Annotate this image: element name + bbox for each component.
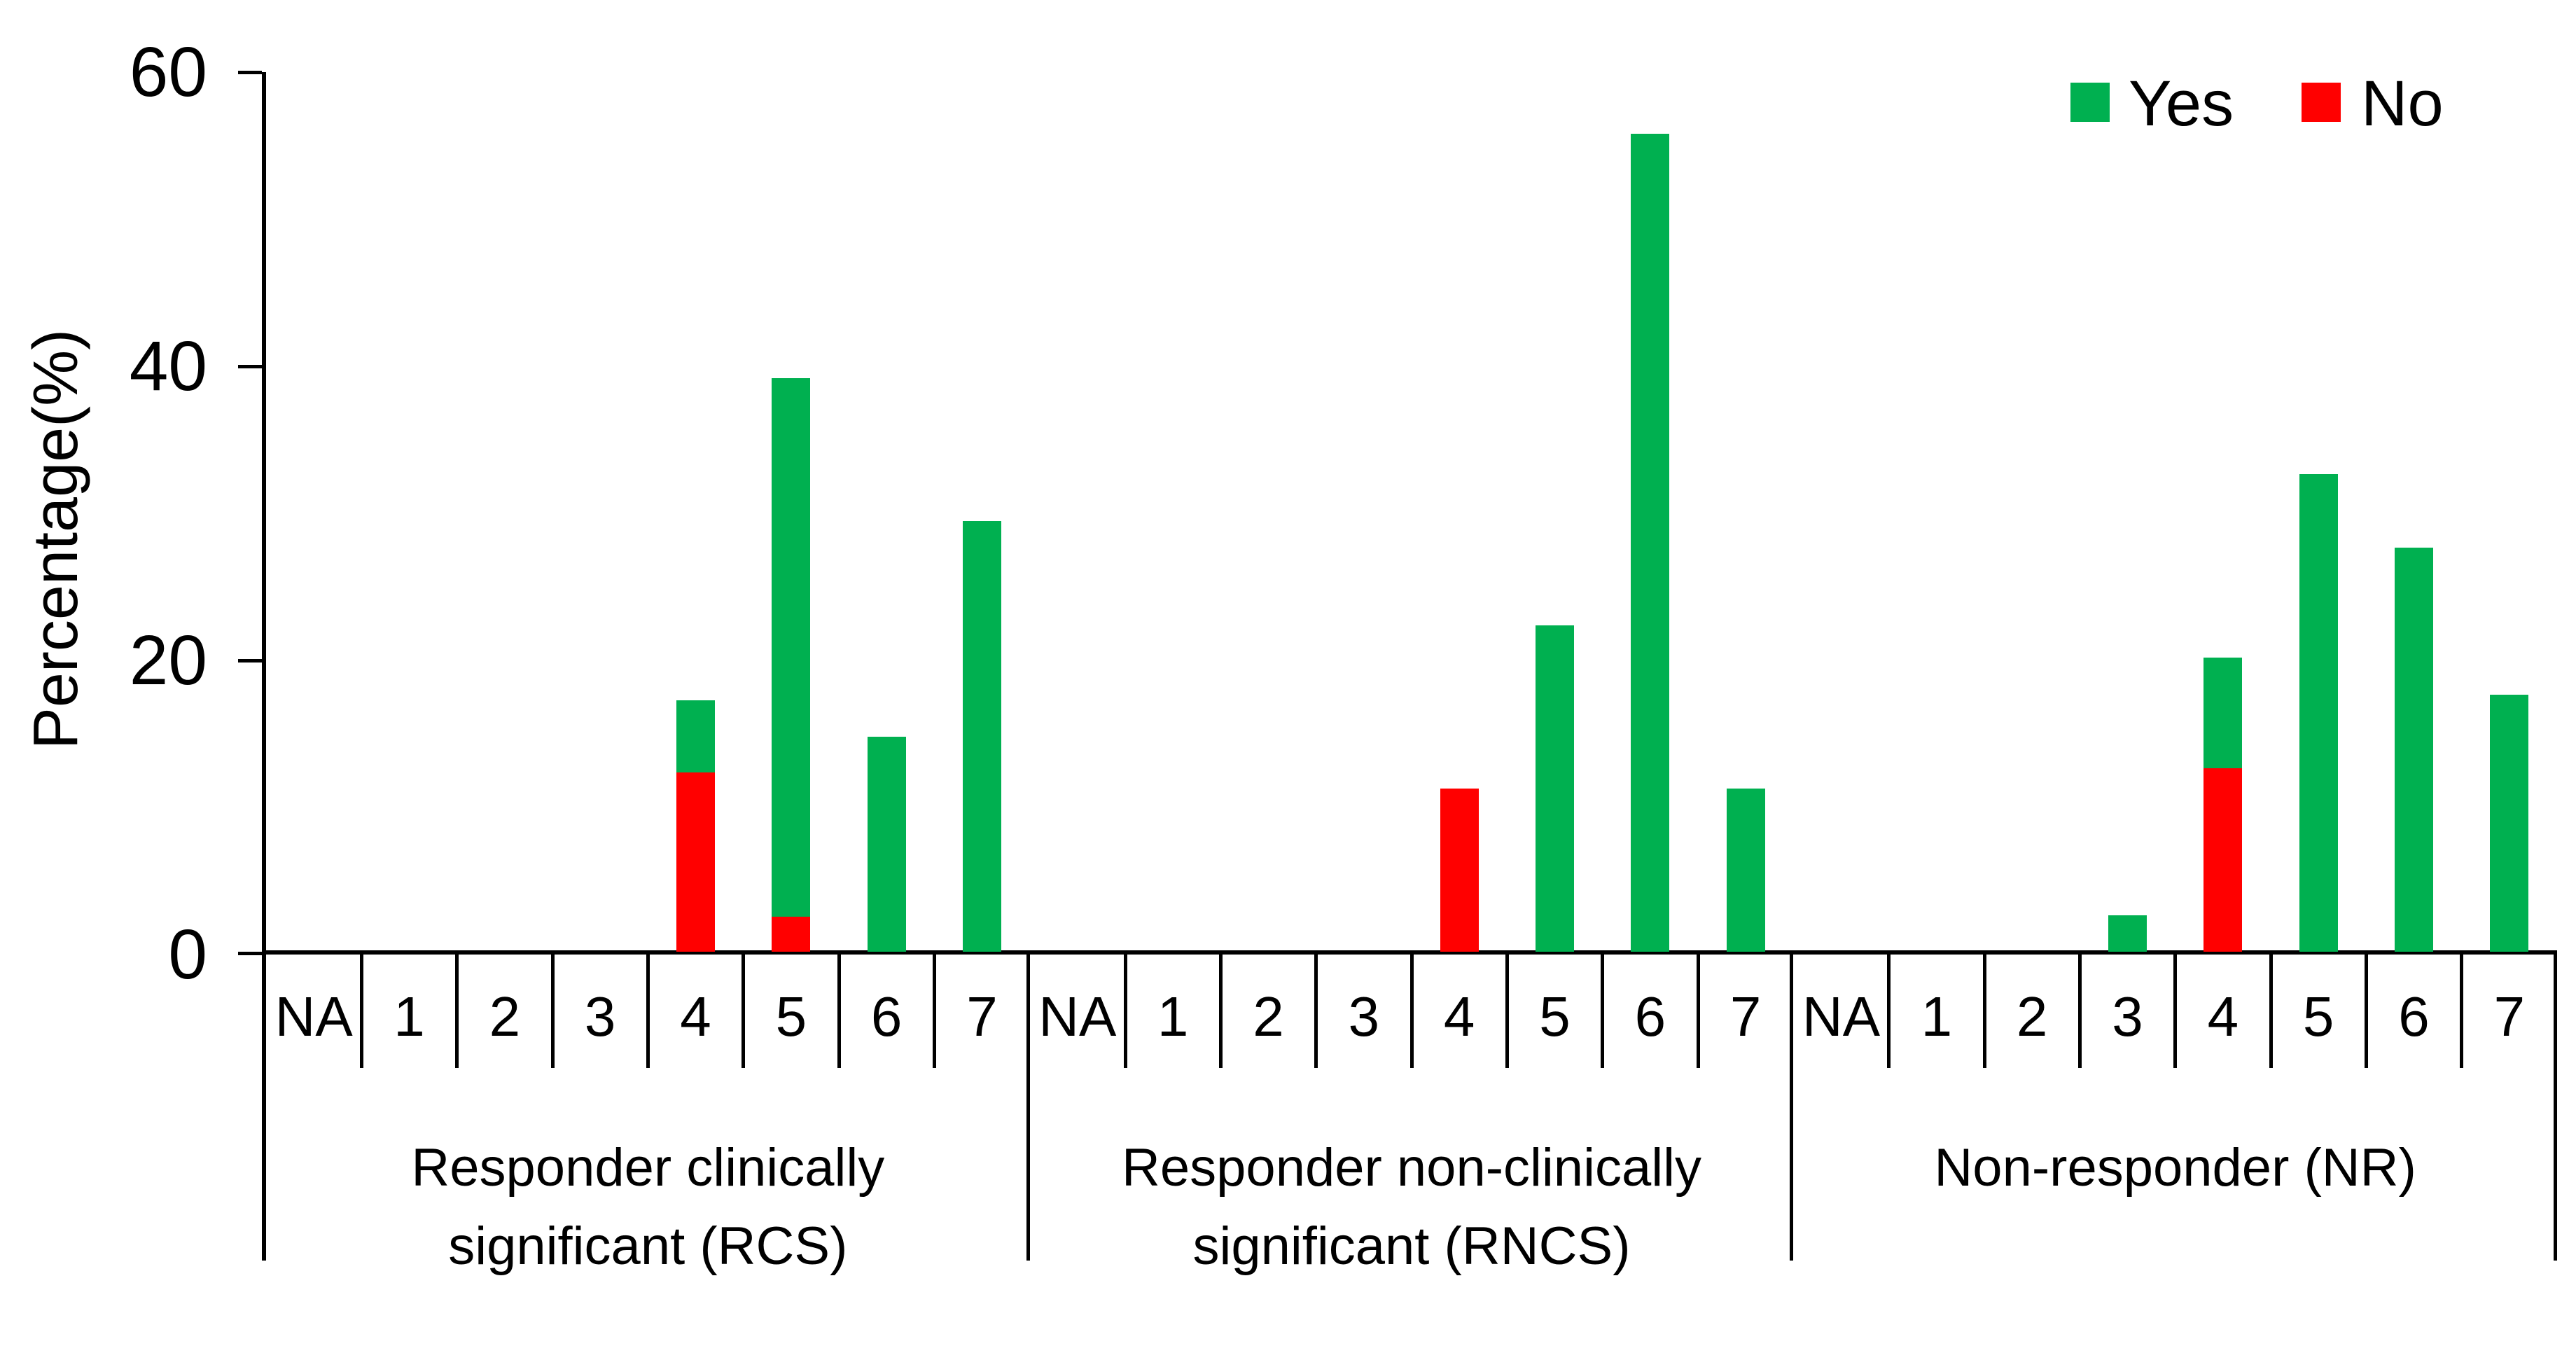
category-label: NA xyxy=(274,985,353,1048)
category-separator-line xyxy=(2460,955,2464,1068)
category-label: 4 xyxy=(680,985,711,1048)
group-label-line: significant (RCS) xyxy=(448,1216,848,1276)
category-separator-line xyxy=(646,955,650,1068)
category-separator-line xyxy=(2269,955,2273,1068)
category-label: 4 xyxy=(1443,985,1475,1048)
category-label: 7 xyxy=(966,985,998,1048)
category-label: 1 xyxy=(394,985,425,1048)
category-separator-line xyxy=(1696,955,1700,1068)
bar-yes xyxy=(1631,134,1670,952)
bar-yes xyxy=(867,737,906,952)
bar-no xyxy=(772,916,811,952)
category-label: 3 xyxy=(2112,985,2143,1048)
group-label-line: significant (RNCS) xyxy=(1192,1216,1631,1276)
bar-yes xyxy=(676,700,715,772)
category-separator-line xyxy=(2173,955,2178,1068)
category-label: 5 xyxy=(1539,985,1571,1048)
category-label: 1 xyxy=(1921,985,1953,1048)
legend-yes-label: Yes xyxy=(2129,68,2234,139)
category-separator-line xyxy=(1314,955,1318,1068)
category-label: NA xyxy=(1038,985,1117,1048)
legend-no-label: No xyxy=(2361,68,2444,139)
x-axis-line xyxy=(262,950,2557,955)
category-label: 3 xyxy=(584,985,616,1048)
y-tick-mark xyxy=(238,364,262,368)
category-separator-line xyxy=(1887,955,1891,1068)
bar-yes xyxy=(2299,473,2338,952)
bar-yes xyxy=(2395,547,2433,952)
category-label: 2 xyxy=(489,985,521,1048)
category-separator-line xyxy=(1409,955,1414,1068)
group-label-line: Responder non-clinically xyxy=(1122,1138,1701,1198)
category-label: 5 xyxy=(775,985,807,1048)
bar-yes xyxy=(2203,658,2243,768)
bar-no xyxy=(2203,768,2243,952)
category-separator-line xyxy=(359,955,363,1068)
bar-yes xyxy=(1726,788,1765,952)
category-label: 2 xyxy=(1253,985,1284,1048)
group-separator-line xyxy=(1790,955,1794,1261)
category-label: 3 xyxy=(1348,985,1380,1048)
category-separator-line xyxy=(2364,955,2368,1068)
category-separator-line xyxy=(1505,955,1509,1068)
legend-yes-swatch-icon xyxy=(2070,83,2110,122)
category-separator-line xyxy=(1123,955,1127,1068)
legend-no-swatch-icon xyxy=(2302,83,2341,122)
category-label: 1 xyxy=(1157,985,1189,1048)
category-label: 4 xyxy=(2207,985,2239,1048)
y-tick-mark xyxy=(238,658,262,662)
category-separator-line xyxy=(742,955,746,1068)
group-label: Non-responder (NR) xyxy=(1793,1129,2557,1207)
category-label: 2 xyxy=(2016,985,2048,1048)
category-label: 6 xyxy=(2398,985,2430,1048)
y-tick-label: 60 xyxy=(129,33,207,111)
bar-yes xyxy=(1536,625,1574,952)
y-tick-label: 40 xyxy=(129,327,207,405)
y-axis-line xyxy=(262,72,266,955)
group-separator-line xyxy=(2554,955,2557,1261)
y-tick-mark xyxy=(238,70,262,74)
category-separator-line xyxy=(455,955,459,1068)
bar-yes xyxy=(2108,915,2147,952)
bar-yes xyxy=(772,378,811,917)
category-label: 6 xyxy=(1634,985,1666,1048)
category-separator-line xyxy=(550,955,555,1068)
y-tick-label: 0 xyxy=(168,915,207,994)
y-axis-title: Percentage(%) xyxy=(21,328,91,750)
y-tick-mark xyxy=(238,951,262,955)
group-label-line: Non-responder (NR) xyxy=(1934,1138,2416,1198)
y-tick-label: 20 xyxy=(129,621,207,700)
category-separator-line xyxy=(1601,955,1605,1068)
group-label: Responder clinically significant (RCS) xyxy=(266,1129,1030,1286)
category-separator-line xyxy=(932,955,936,1068)
category-separator-line xyxy=(1982,955,1986,1068)
category-label: 6 xyxy=(870,985,903,1048)
category-label: 5 xyxy=(2302,985,2334,1048)
category-label: NA xyxy=(1802,985,1881,1048)
category-label: 7 xyxy=(1729,985,1762,1048)
bar-yes xyxy=(2490,694,2529,952)
bar-no xyxy=(676,772,715,952)
bar-no xyxy=(1440,788,1479,952)
category-separator-line xyxy=(2077,955,2082,1068)
category-separator-line xyxy=(837,955,841,1068)
group-separator-line xyxy=(262,955,266,1261)
group-separator-line xyxy=(1026,955,1030,1261)
group-label: Responder non-clinically significant (RNC… xyxy=(1030,1129,1794,1286)
category-label: 7 xyxy=(2493,985,2526,1048)
bar-yes xyxy=(963,520,1001,952)
group-label-line: Responder clinically xyxy=(411,1138,885,1198)
category-separator-line xyxy=(1218,955,1223,1068)
